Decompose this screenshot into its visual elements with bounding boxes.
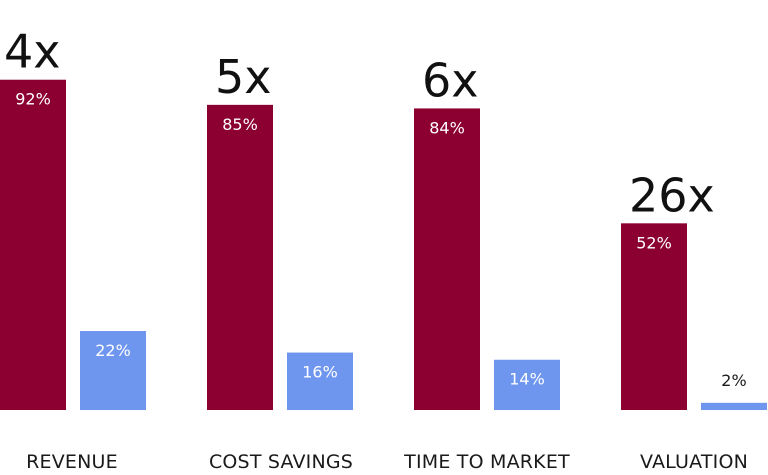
multiplier-label-cost-savings: 5x: [215, 50, 272, 104]
category-label-cost-savings: COST SAVINGS: [209, 451, 353, 473]
bar-valuation-series-1: [621, 223, 687, 410]
multiplier-label-time-to-market: 6x: [422, 53, 479, 107]
bar-cost-savings-series-1: [207, 104, 273, 410]
bars-layer: [0, 79, 767, 410]
category-label-time-to-market: TIME TO MARKET: [403, 451, 570, 473]
value-label-cost-savings-series-2: 16%: [302, 363, 338, 382]
value-label-time-to-market-series-2: 14%: [509, 370, 545, 389]
category-label-revenue: REVENUE: [26, 451, 118, 473]
bar-revenue-series-1: [0, 79, 66, 410]
bar-revenue-series-2: [80, 331, 146, 410]
value-label-revenue-series-2: 22%: [95, 341, 131, 360]
value-label-cost-savings-series-1: 85%: [222, 115, 258, 134]
bar-time-to-market-series-2: [494, 359, 560, 410]
value-label-time-to-market-series-1: 84%: [429, 118, 465, 137]
labels-layer: 92% 22% 4x REVENUE 85% 16% 5x COST SAVINGS 84% 14…: [4, 25, 748, 473]
bar-cost-savings-series-2: [287, 352, 353, 410]
category-label-valuation: VALUATION: [640, 451, 748, 473]
value-label-revenue-series-1: 92%: [15, 90, 51, 109]
value-label-valuation-series-1: 52%: [636, 233, 672, 252]
value-label-valuation-series-2: 2%: [721, 371, 746, 390]
bar-valuation-series-2: [701, 402, 767, 410]
multiplier-label-valuation: 26x: [629, 168, 715, 222]
multiplier-label-revenue: 4x: [4, 25, 61, 79]
bar-time-to-market-series-1: [414, 108, 480, 410]
